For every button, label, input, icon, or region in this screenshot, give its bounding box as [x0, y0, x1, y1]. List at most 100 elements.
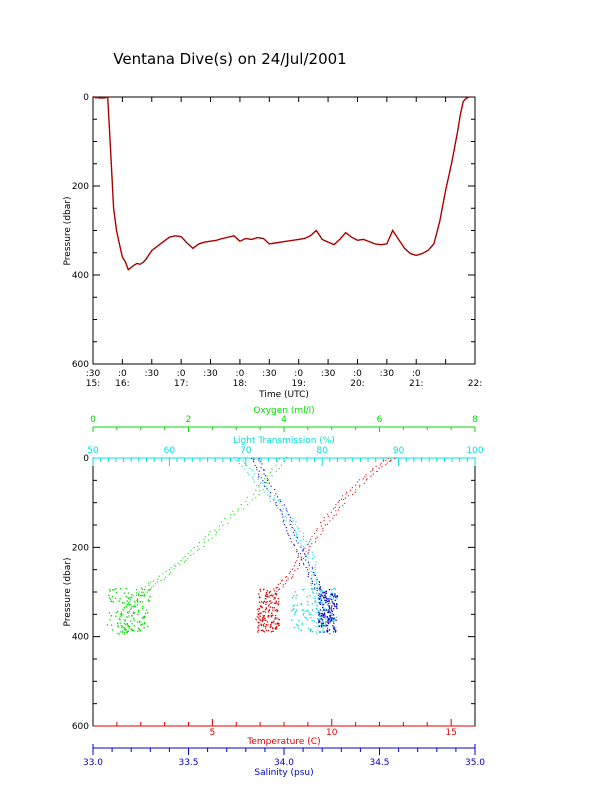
oxygen-profile-point [275, 470, 277, 472]
oxygen-profile-point [118, 617, 120, 620]
light-cluster-point [305, 610, 307, 612]
oxygen-cluster-point [120, 615, 123, 617]
light-profile-point [288, 524, 291, 526]
salinity-profile-point [310, 578, 312, 580]
oxygen-cluster-point [123, 592, 126, 594]
light-profile-point [284, 515, 286, 518]
temperature-profile-point [257, 612, 259, 614]
salinity-cluster-point [318, 619, 320, 621]
oxygen-profile-point [233, 513, 235, 516]
oxygen-profile-point [227, 522, 229, 524]
temperature-cluster-point [277, 603, 280, 606]
temperature-cluster-point [276, 617, 278, 619]
salinity-cluster-point [334, 593, 336, 595]
salinity-tick-label: 35.0 [465, 758, 485, 768]
x-tick-hour-label: 16: [115, 379, 129, 389]
salinity-cluster-point [335, 606, 338, 608]
temperature-profile-point [282, 584, 284, 586]
temperature-profile-point [366, 478, 368, 480]
temperature-profile-point [311, 535, 313, 537]
light-profile-point [294, 523, 296, 525]
light-cluster-point [292, 594, 295, 597]
light-profile-point [311, 574, 313, 577]
temperature-profile-point [379, 464, 381, 466]
temperature-profile-point [264, 610, 266, 613]
salinity-profile-point [326, 622, 329, 624]
light-cluster-point [294, 611, 297, 614]
salinity-cluster-point [327, 618, 330, 620]
dive-depth-trace [93, 96, 470, 271]
salinity-profile-point [291, 520, 293, 523]
oxygen-profile-point [175, 565, 177, 568]
light-profile-point [239, 457, 241, 460]
light-profile-point [306, 544, 308, 546]
temperature-series [255, 458, 396, 633]
profile-panel: 0 200 400 600 0 2 4 6 8 50 60 70 80 90 100 5 10 15 33.… [63, 406, 485, 778]
temperature-cluster-point [265, 603, 267, 606]
temperature-cluster-point [275, 626, 277, 629]
light-profile-point [295, 532, 297, 534]
temperature-profile-point [387, 458, 389, 460]
light-cluster-point [296, 604, 299, 607]
temperature-profile-point [263, 626, 265, 628]
temperature-cluster-point [273, 602, 276, 605]
salinity-profile-point [320, 601, 322, 603]
light-cluster-point [294, 614, 296, 616]
temperature-profile-point [355, 489, 357, 491]
salinity-profile-point [258, 473, 260, 475]
salinity-tick-label: 34.0 [274, 758, 294, 768]
light-cluster-point [300, 629, 303, 632]
light-cluster-point [321, 601, 324, 604]
light-cluster-point [333, 587, 335, 590]
salinity-profile-point [289, 519, 291, 521]
oxygen-profile-point [224, 517, 226, 519]
salinity-profile-point [262, 480, 264, 482]
oxygen-cluster-point [133, 612, 136, 614]
temperature-cluster-point [274, 618, 276, 620]
light-profile-point [251, 469, 253, 471]
light-profile-point [243, 462, 246, 464]
temperature-profile-point [347, 495, 350, 497]
temperature-profile-point [322, 530, 324, 532]
salinity-profile-point [297, 542, 299, 544]
light-cluster-point [336, 598, 338, 600]
bottom-plot-frame [92, 457, 476, 727]
oxygen-cluster-point [128, 603, 131, 606]
light-cluster-point [297, 627, 300, 629]
salinity-profile-point [263, 469, 265, 472]
x-tick-hour-label: 18: [233, 379, 247, 389]
light-profile-point [308, 568, 311, 570]
light-cluster-point [302, 614, 305, 616]
temperature-tick-label: 10 [326, 728, 338, 738]
oxygen-profile-point [196, 549, 198, 551]
salinity-profile-point [308, 572, 310, 574]
temperature-profile-point [297, 568, 299, 570]
temperature-cluster-point [262, 618, 264, 621]
oxygen-cluster-point [146, 609, 148, 611]
temperature-cluster-point [265, 607, 268, 609]
temperature-profile-point [287, 578, 289, 580]
salinity-cluster-point [336, 595, 339, 598]
temperature-cluster-point [272, 630, 274, 633]
light-profile-point [318, 618, 320, 620]
oxygen-profile-point [120, 626, 123, 628]
temperature-cluster-point [278, 618, 280, 621]
y-tick-label: 600 [72, 360, 89, 370]
temperature-profile-point [338, 509, 340, 511]
temperature-profile-point [285, 576, 288, 578]
oxygen-cluster-point [111, 629, 114, 631]
x-tick-hour-label: 22: [468, 379, 482, 389]
salinity-profile-point [256, 466, 258, 469]
temperature-profile-point [255, 618, 257, 620]
salinity-profile-point [283, 504, 285, 506]
oxygen-profile-point [150, 587, 152, 589]
light-profile-point [307, 557, 309, 559]
salinity-cluster-point [324, 594, 326, 597]
salinity-profile-point [290, 541, 292, 543]
salinity-cluster-point [319, 609, 322, 611]
oxygen-cluster-point [137, 593, 140, 596]
light-profile-point [317, 626, 319, 628]
salinity-cluster-point [325, 590, 328, 593]
light-profile-point [314, 595, 316, 597]
y-tick-label: 400 [72, 271, 89, 281]
